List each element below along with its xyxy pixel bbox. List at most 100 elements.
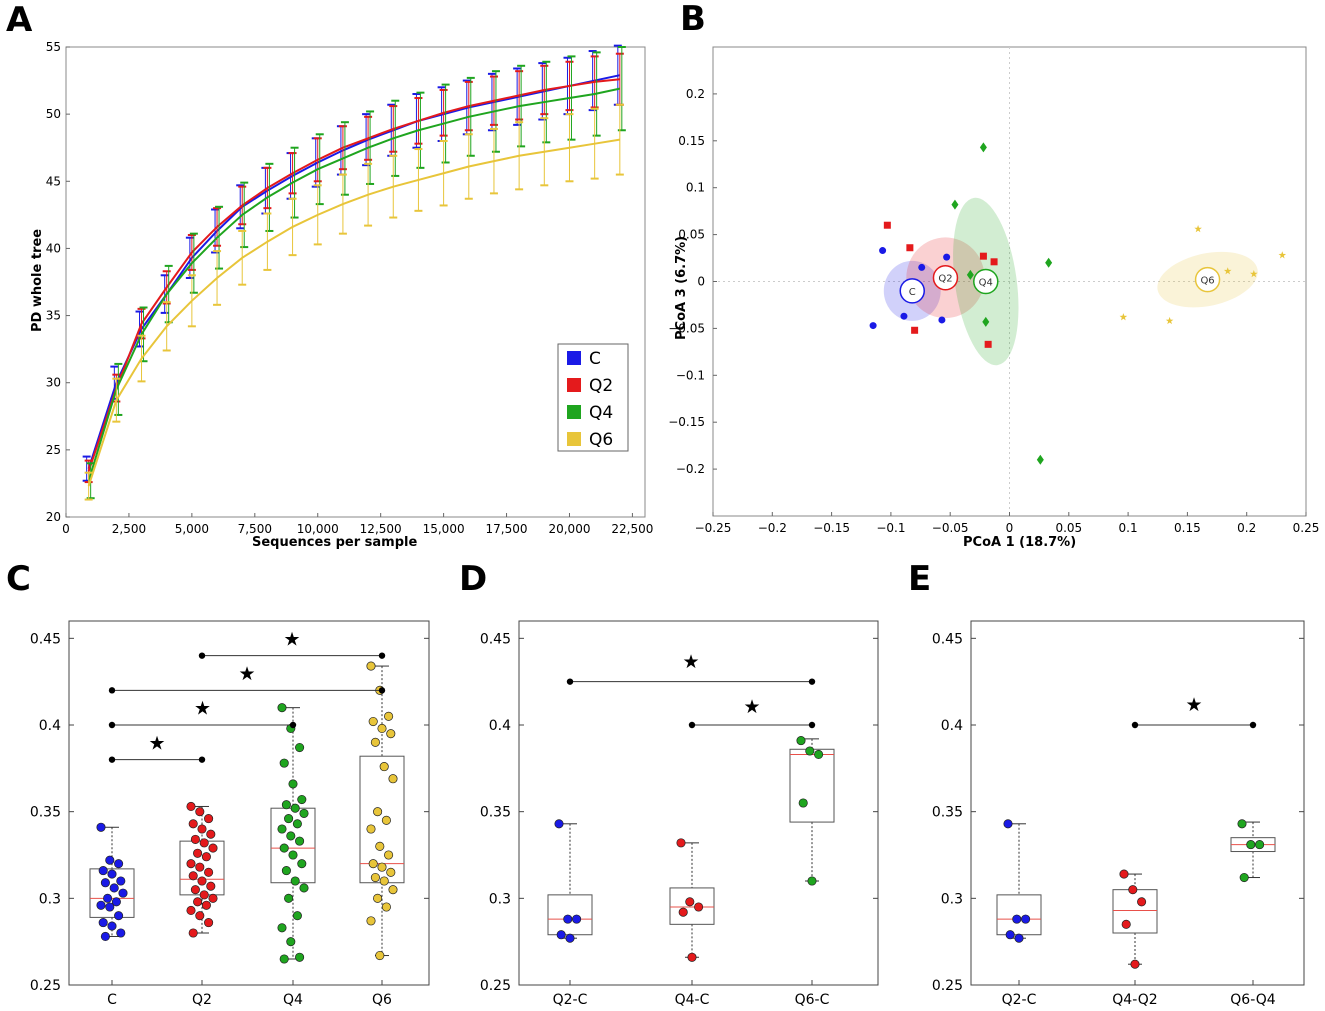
data-point [373,893,383,903]
x-tick-label: 17,500 [486,522,528,536]
data-point [186,859,196,869]
data-point [286,937,296,947]
data-point [556,930,566,940]
legend-label-Q4: Q4 [589,403,613,423]
data-point [685,897,695,907]
x-tick-label: 0 [1006,521,1014,535]
data-point [375,841,385,851]
data-point [204,918,214,928]
box-chart-d: 0.25 0.3 0.35 0.4 0.45 Q2-C Q4-C Q6-C ★ ★ [480,620,879,1008]
bracket-end [289,721,297,729]
data-point [186,801,196,812]
data-point [1239,872,1249,883]
x-tick-label: 0.05 [1055,521,1082,535]
data-point [1003,819,1013,829]
y-tick-label: 45 [46,174,61,188]
x-tick-label: 7,500 [238,522,272,536]
data-point [299,808,309,818]
data-point [208,843,218,853]
data-point [1021,914,1031,924]
data-point [116,928,126,938]
data-point [807,876,817,886]
point-Q4 [1045,257,1053,268]
data-point [379,876,389,886]
data-point [386,729,396,739]
data-point [295,952,305,962]
data-point [388,885,398,895]
x-tick-label: Q6-Q4 [1230,992,1276,1008]
data-point [114,859,124,869]
x-tick-label: 15,000 [423,522,465,536]
series-line-Q4 [87,87,621,482]
data-point [277,824,287,834]
box [89,868,135,918]
point-Q6 [1278,251,1287,259]
y-tick-label: 25 [46,443,61,457]
data-point [381,902,391,912]
series-line-Q2 [87,78,620,472]
significance-star: ★ [194,698,211,720]
box [669,887,715,925]
y-tick-label: 0.2 [686,87,705,101]
legend-label-Q2: Q2 [589,376,613,396]
x-tick-label: Q2-C [553,992,588,1008]
data-point [1121,919,1131,929]
rarefaction-chart: 0 2,500 5,000 7,500 10,000 12,500 15,000 17,500… [30,40,653,550]
data-point [554,819,564,829]
x-tick-label: Q4 [283,992,303,1008]
data-point [98,866,108,876]
y-axis-label: PD whole tree [30,229,45,332]
data-point [805,746,815,756]
y-tick-label: 35 [46,309,61,323]
y-tick-label: 0.25 [30,978,61,994]
significance-star: ★ [682,651,699,673]
x-tick-label: Q2-C [1002,992,1037,1008]
significance-star: ★ [283,628,300,650]
data-point [796,736,806,746]
significance-star: ★ [1185,694,1202,716]
plot-area [65,46,646,518]
data-point [96,900,106,910]
data-point [1014,933,1024,943]
legend-swatch-Q4 [567,405,581,419]
data-point [279,758,289,768]
panel-letter-b: B [680,0,706,39]
point-Q6 [1165,316,1174,325]
data-point [199,838,209,848]
data-point [195,862,205,872]
data-point [386,867,396,877]
y-tick-label: 0.4 [489,718,511,734]
y-tick-label: 30 [46,376,61,390]
pcoa-chart: −0.25 −0.2 −0.15 −0.1 −0.05 0 0.05 0.1 0.15 0.2 0.… [668,46,1319,550]
point-Q4 [979,142,987,153]
data-point [284,814,294,824]
data-point [190,834,200,844]
data-point [676,838,686,848]
point-C [869,322,877,330]
x-tick-label: Q4-C [675,992,710,1008]
data-point [118,888,128,898]
x-tick-label: −0.1 [876,521,905,535]
data-point [565,933,575,943]
data-point [188,871,198,881]
data-point [277,703,287,713]
data-point [116,876,126,886]
data-point [208,893,218,903]
data-point [297,794,307,805]
y-tick-label: 0.25 [932,978,963,994]
y-tick-label: −0.2 [676,462,705,476]
point-C [879,247,887,255]
x-tick-label: 20,000 [548,522,590,536]
panel-letter-e: E [908,559,931,599]
data-point [370,872,380,883]
centroid-label-C: C [909,287,916,298]
data-point [1237,819,1247,829]
point-Q4 [951,199,959,210]
legend: C Q2 Q4 Q6 [557,343,629,452]
box-chart-c: 0.25 0.3 0.35 0.4 0.45 C Q2 Q4 Q6 ★ ★ ★ ★ [30,620,430,1008]
bracket-end [808,721,816,729]
data-point [284,893,294,903]
data-point [1119,869,1129,879]
data-point [201,852,211,862]
panel-letter-d: D [459,559,487,599]
